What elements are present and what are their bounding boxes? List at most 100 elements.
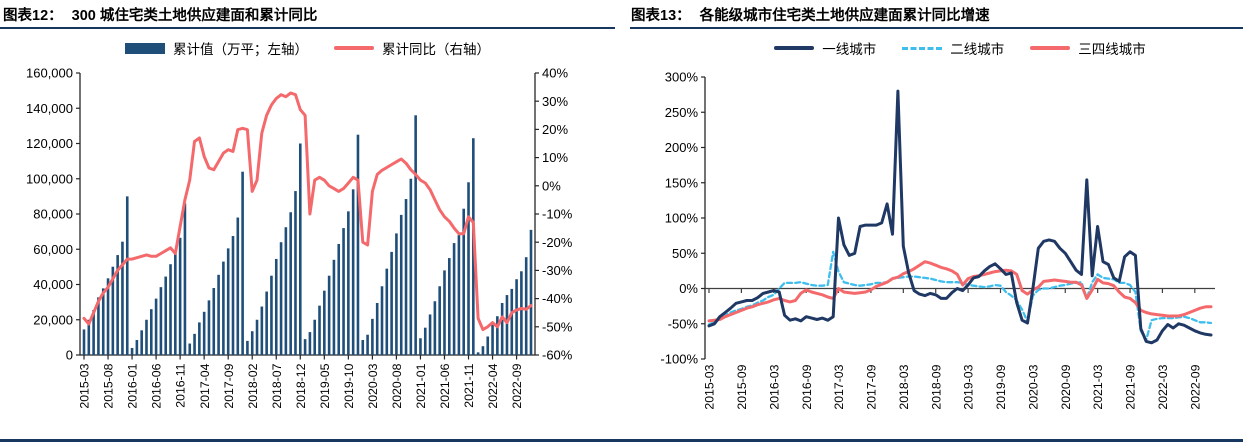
fig12-x-axis-label: 2016-06 [150, 363, 164, 408]
fig13-x-axis-label: 2017-03 [832, 364, 846, 409]
fig13-y-axis-label: 50% [672, 246, 698, 261]
fig13-plot: -100% -50% 0% 50% 100% 150% 200% 250% 300% 2015-0… [660, 70, 1215, 410]
fig12-x-axis-label: 2019-05 [318, 363, 332, 408]
legend-item-二线城市: 二线城市 [902, 38, 1004, 58]
legend-bar-swatch [125, 42, 165, 54]
legend-label: 累计同比（右轴） [382, 42, 490, 57]
legend-label: 三四线城市 [1078, 42, 1146, 57]
fig13-x-axis-label: 2019-09 [994, 364, 1008, 409]
figure-12-legend: 累计值（万平；左轴） 累计同比（右轴） [80, 37, 535, 59]
figure-12-panel: 图表12： 300 城住宅类土地供应建面和累计同比 累计值（万平；左轴） 累计同比（… [0, 0, 621, 442]
figure-13-title: 各能级城市住宅类土地供应建面累计同比增速 [699, 8, 990, 24]
fig12-right-axis-label: -20% [542, 235, 573, 250]
fig12-x-axis-label: 2016-11 [174, 363, 188, 407]
fig12-x-axis-label: 2015-08 [102, 363, 116, 408]
fig12-x-axis-label: 2017-04 [198, 363, 212, 408]
fig12-right-axis-label: -50% [542, 319, 573, 334]
legend-item-累计同比（右轴）: 累计同比（右轴） [334, 38, 490, 58]
fig12-left-axis-label: 60,000 [33, 242, 73, 257]
fig12-right-axis-label: -60% [542, 348, 573, 363]
fig13-x-axis-label: 2016-03 [767, 364, 781, 409]
fig13-y-axis-label: 300% [665, 70, 699, 85]
fig12-x-axis-label: 2018-07 [270, 363, 284, 408]
fig13-series-三四线城市 [707, 260, 1213, 323]
fig12-right-axis-label: 40% [542, 66, 568, 81]
fig13-y-axis-label: 150% [665, 175, 699, 190]
fig13-x-axis-label: 2015-03 [703, 364, 717, 409]
fig12-left-axis-label: 80,000 [33, 207, 73, 222]
fig13-y-axis-label: 0% [679, 281, 698, 296]
fig12-left-axis-label: 120,000 [26, 136, 73, 151]
fig12-x-axis-label: 2016-01 [126, 363, 140, 408]
fig12-plot: 0 20,000 40,000 60,000 80,000 100,000 120,000 1… [26, 66, 573, 409]
legend-label: 二线城市 [950, 42, 1005, 57]
fig13-x-axis-label: 2015-09 [735, 364, 749, 409]
figure-12-title: 300 城住宅类土地供应建面和累计同比 [71, 8, 318, 24]
figure-12-title-rule [0, 27, 615, 29]
fig13-x-axis-label: 2021-09 [1124, 364, 1138, 409]
figure-12-number: 图表12： [3, 8, 63, 24]
fig12-x-axis-label: 2017-09 [222, 363, 236, 408]
legend-item-累计值（万平；左轴）: 累计值（万平；左轴） [125, 38, 308, 58]
fig12-right-axis-label: 30% [542, 94, 568, 109]
fig13-y-axis-label: -100% [660, 352, 698, 367]
legend-line-swatch [774, 46, 815, 50]
fig12-x-axis-label: 2018-02 [246, 363, 260, 408]
figure-12-title-row: 图表12： 300 城住宅类土地供应建面和累计同比 [3, 4, 317, 25]
fig12-left-axis-label: 100,000 [26, 171, 73, 186]
fig12-x-axis-label: 2022-09 [510, 363, 524, 408]
figure-bottom-rule [0, 439, 1243, 442]
legend-line-swatch [334, 46, 374, 50]
fig12-left-axis-label: 40,000 [33, 277, 73, 292]
fig12-x-axis-label: 2021-06 [438, 363, 452, 408]
fig12-x-axis-label: 2020-08 [390, 363, 404, 408]
fig13-x-axis-label: 2020-03 [1026, 364, 1040, 409]
legend-item-三四线城市: 三四线城市 [1030, 38, 1146, 58]
fig12-x-axis-label: 2015-03 [78, 363, 92, 408]
fig13-y-axis-label: 100% [665, 211, 699, 226]
fig13-x-axis-label: 2020-09 [1059, 364, 1073, 409]
fig12-left-axis-label: 160,000 [26, 66, 73, 81]
fig12-left-axis-label: 20,000 [33, 312, 73, 327]
fig12-right-axis-label: 0% [542, 178, 561, 193]
fig12-x-axis-label: 2018-12 [294, 363, 308, 408]
fig12-bars-series [82, 115, 533, 355]
fig12-right-axis-label: 20% [542, 122, 568, 137]
fig13-x-axis-label: 2022-03 [1156, 364, 1170, 409]
figure-12-chart-canvas: 0 20,000 40,000 60,000 80,000 100,000 120,000 1… [26, 66, 573, 409]
legend-dashed-line-swatch [902, 46, 943, 50]
fig13-series-一线城市 [707, 89, 1213, 345]
legend-item-一线城市: 一线城市 [774, 38, 876, 58]
fig13-x-axis-label: 2019-03 [962, 364, 976, 409]
legend-label: 一线城市 [822, 42, 877, 57]
figure-13-chart-canvas: -100% -50% 0% 50% 100% 150% 200% 250% 300% 2015-0… [660, 70, 1215, 410]
figure-13-title-rule [630, 27, 1243, 29]
legend-line-swatch [1030, 46, 1071, 50]
fig13-x-axis-label: 2018-03 [897, 364, 911, 409]
fig13-x-axis-label: 2021-03 [1091, 364, 1105, 409]
figure-13-title-row: 图表13： 各能级城市住宅类土地供应建面累计同比增速 [631, 4, 990, 25]
figure-13-panel: 图表13： 各能级城市住宅类土地供应建面累计同比增速 一线城市 二线城市 三四线城市 … [621, 0, 1243, 442]
fig12-left-axis-label: 140,000 [26, 101, 73, 116]
fig12-right-axis-label: -40% [542, 291, 573, 306]
fig13-x-axis-label: 2022-09 [1188, 364, 1202, 409]
fig13-y-axis-label: -50% [668, 316, 699, 331]
fig12-x-axis-label: 2021-01 [414, 363, 428, 408]
legend-label: 累计值（万平；左轴） [173, 42, 308, 57]
fig12-right-axis-label: 10% [542, 150, 568, 165]
fig12-x-axis-label: 2022-04 [486, 363, 500, 408]
fig12-x-axis-label: 2019-10 [342, 363, 356, 408]
fig13-y-axis-label: 200% [665, 140, 699, 155]
fig12-right-axis-label: -10% [542, 207, 573, 222]
fig13-x-axis-label: 2018-09 [929, 364, 943, 409]
fig13-x-axis-label: 2017-09 [865, 364, 879, 409]
fig13-x-axis-label: 2016-09 [800, 364, 814, 409]
fig12-right-axis-label: -30% [542, 263, 573, 278]
fig12-left-axis-label: 0 [66, 348, 73, 363]
fig12-x-axis-label: 2020-03 [366, 363, 380, 408]
figure-13-legend: 一线城市 二线城市 三四线城市 [705, 37, 1215, 59]
fig13-y-axis-label: 250% [665, 105, 699, 120]
fig12-x-axis-label: 2021-11 [462, 363, 476, 407]
fig12-yoy-line-series [82, 91, 533, 332]
